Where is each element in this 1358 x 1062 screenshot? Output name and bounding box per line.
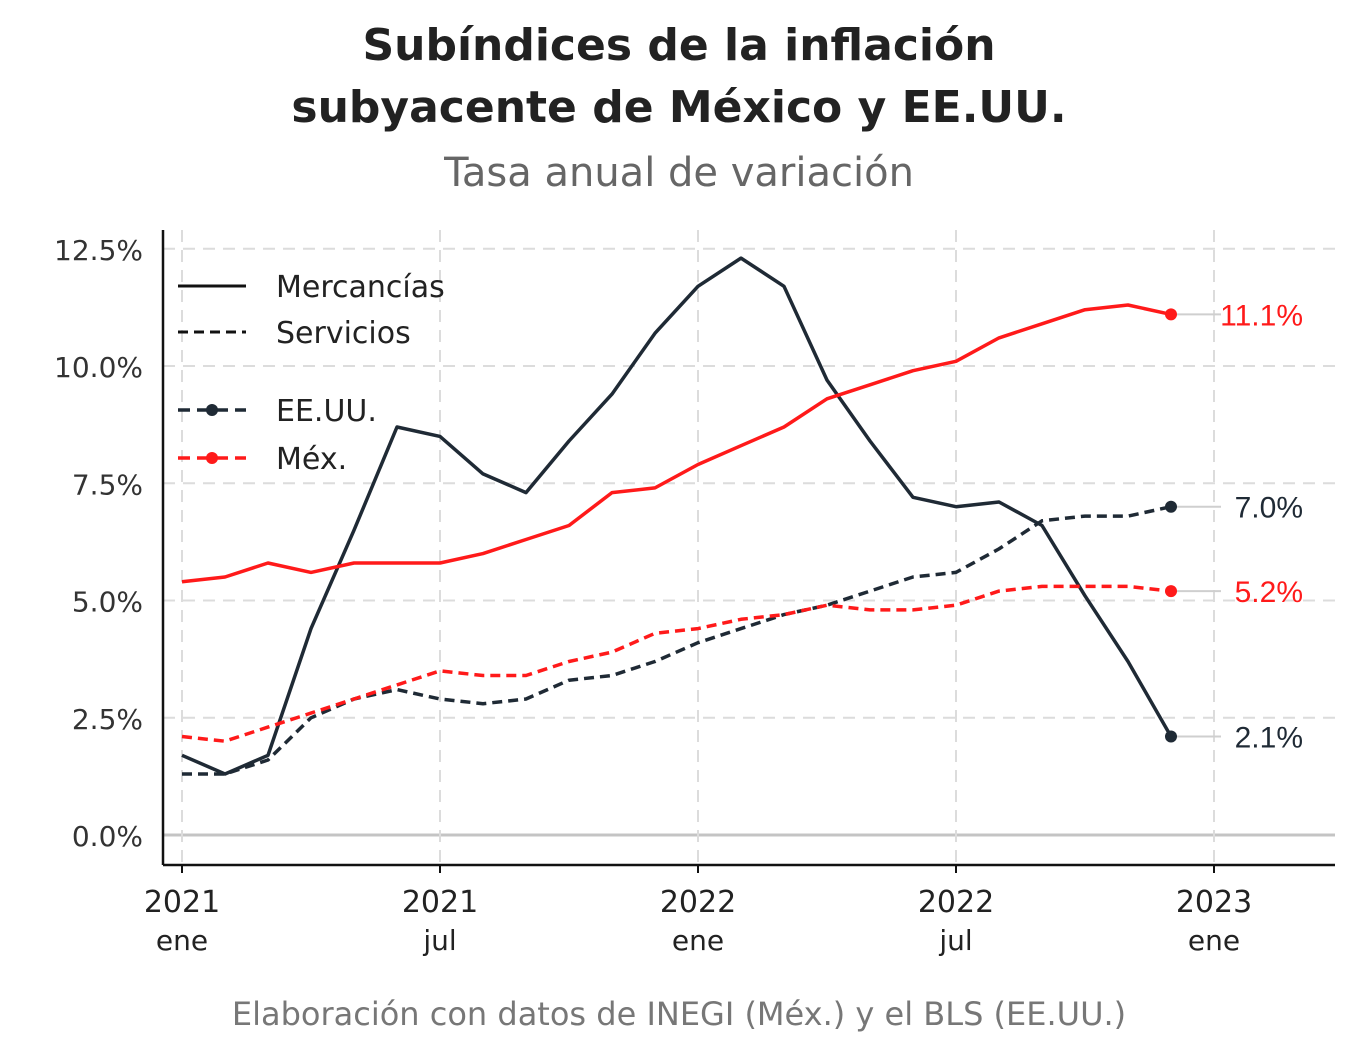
end-value-label: 5.2% xyxy=(1235,576,1303,609)
y-tick-label: 5.0% xyxy=(72,586,143,619)
y-tick-label: 10.0% xyxy=(54,351,143,384)
eeuu-servicios-line xyxy=(182,504,1172,776)
chart-subtitle: Tasa anual de variación xyxy=(444,150,914,196)
x-tick-month: jul xyxy=(938,924,972,957)
x-tick-month: jul xyxy=(422,924,456,957)
axis-layer: 0.0% 2.5% 5.0% 7.5% 10.0% 12.5% 2021 ene 2021 jul… xyxy=(54,230,1335,957)
x-tick-year: 2022 xyxy=(918,885,994,920)
end-point xyxy=(1165,585,1177,598)
legend: Mercancías Servicios EE.UU. Méx. xyxy=(178,270,445,477)
end-point xyxy=(1165,730,1177,743)
chart-caption: Elaboración con datos de INEGI (Méx.) y … xyxy=(231,995,1127,1033)
line-chart: 0.0% 2.5% 5.0% 7.5% 10.0% 12.5% 2021 ene 2021 jul… xyxy=(54,230,1335,957)
y-tick-label: 0.0% xyxy=(72,820,143,853)
grid-layer xyxy=(163,230,1335,865)
chart-title-line2: subyacente de México y EE.UU. xyxy=(291,82,1067,133)
end-value-label: 7.0% xyxy=(1235,492,1303,525)
x-tick-month: ene xyxy=(672,924,724,957)
y-tick-label: 2.5% xyxy=(72,703,143,736)
legend-key-dot xyxy=(206,404,218,416)
y-tick-label: 7.5% xyxy=(72,468,143,501)
end-point xyxy=(1165,500,1177,513)
label-layer: 2.1% 7.0% 11.1% 5.2% xyxy=(1165,299,1303,755)
legend-label: Méx. xyxy=(276,442,347,477)
end-value-label: 2.1% xyxy=(1235,722,1303,755)
series-layer xyxy=(181,256,1173,776)
x-tick-month: ene xyxy=(156,924,208,957)
x-tick-year: 2021 xyxy=(144,885,220,920)
legend-key-dot xyxy=(206,452,218,464)
legend-label: Servicios xyxy=(276,316,411,351)
end-value-label: 11.1% xyxy=(1220,299,1303,332)
end-point xyxy=(1165,308,1177,321)
chart-title-line1: Subíndices de la inflación xyxy=(362,20,996,71)
x-tick-year: 2021 xyxy=(402,885,478,920)
legend-label: Mercancías xyxy=(276,270,445,305)
legend-label: EE.UU. xyxy=(276,394,377,429)
x-tick-year: 2023 xyxy=(1176,885,1252,920)
y-tick-label: 12.5% xyxy=(54,234,143,267)
mex-mercancias-line xyxy=(181,303,1172,584)
eeuu-mercancias-line xyxy=(181,256,1173,776)
x-tick-month: ene xyxy=(1188,924,1240,957)
mex-servicios-line xyxy=(181,584,1172,743)
x-tick-year: 2022 xyxy=(660,885,736,920)
